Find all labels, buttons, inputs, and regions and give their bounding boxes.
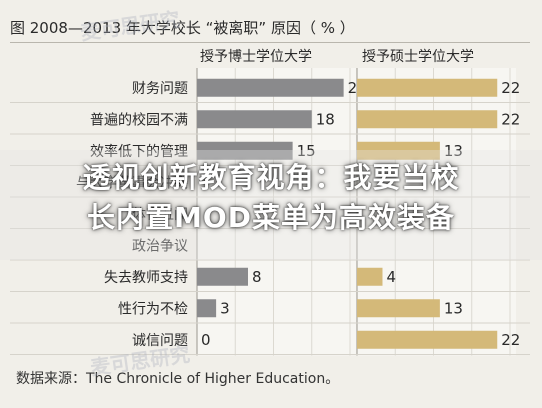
- data-label: 4: [387, 268, 397, 286]
- category-label: 普遍的校园不满: [90, 111, 188, 128]
- overlay-banner: [0, 150, 542, 260]
- chart-title: 图 2008—2013 年大学校长 “被离职” 原因（ % ）: [10, 14, 530, 43]
- category-label: 性行为不检: [118, 301, 188, 317]
- category-label: 政治争议: [132, 238, 188, 254]
- category-label: 财务问题: [132, 81, 188, 97]
- data-label: 8: [252, 268, 262, 286]
- data-label: 22: [501, 110, 520, 128]
- data-label: 22: [501, 79, 520, 97]
- data-label: 18: [316, 110, 335, 128]
- overlay-line-1: 透视创新教育视角：我要当校: [82, 161, 460, 194]
- category-label: 诚信问题: [132, 333, 188, 349]
- bar: [357, 299, 440, 318]
- bar: [357, 141, 440, 160]
- overlay-caption: 透视创新教育视角：我要当校 长内置MOD菜单为高效装备: [0, 158, 542, 238]
- series-header-doctoral: 授予博士学位大学: [200, 49, 312, 65]
- category-label: 效率低下的管理: [90, 143, 188, 160]
- bar: [357, 78, 498, 97]
- category-label: 与大学董事会冲突: [76, 175, 188, 191]
- data-source: 数据来源：The Chronicle of Higher Education。: [16, 371, 340, 387]
- data-label: 13: [444, 299, 463, 317]
- bar: [197, 78, 344, 97]
- category-label: 体育丑闻: [132, 207, 188, 223]
- bar: [197, 299, 217, 318]
- overlay-line-2: 长内置MOD菜单为高效装备: [87, 201, 455, 234]
- data-label: 15: [297, 142, 316, 160]
- data-label: 13: [444, 142, 463, 160]
- bar: [197, 141, 293, 160]
- series-header-masters: 授予硕士学位大学: [362, 49, 474, 65]
- bar: [357, 330, 498, 349]
- category-label: 失去教师支持: [104, 270, 188, 286]
- bar: [357, 267, 383, 286]
- bar: [357, 110, 498, 129]
- data-label: 3: [220, 299, 230, 317]
- bar: [197, 267, 248, 286]
- data-label: 22: [501, 331, 520, 349]
- data-label: 0: [201, 331, 211, 349]
- bar: [197, 110, 312, 129]
